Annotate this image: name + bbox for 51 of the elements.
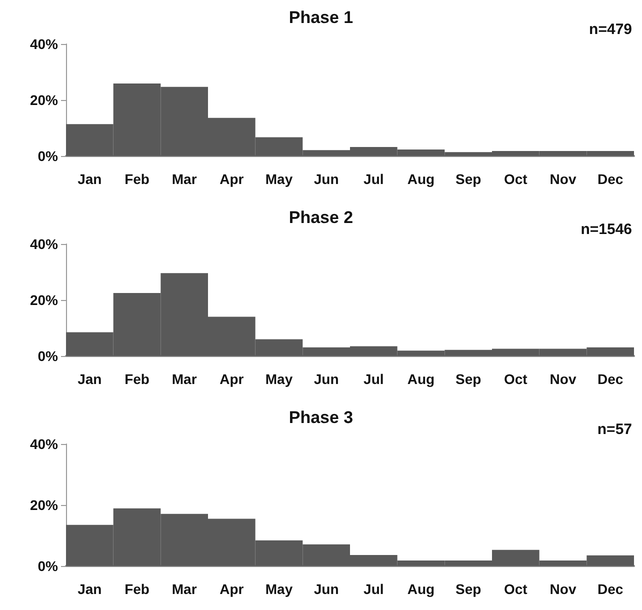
x-tick-label: Dec [597,171,624,187]
x-tick-label: Apr [220,171,244,187]
x-tick-label: Apr [220,371,244,387]
x-tick-label: May [265,371,293,387]
x-tick-label: Oct [504,371,528,387]
chart-title: Phase 2 [288,208,354,227]
x-tick-label: Aug [407,371,435,387]
y-tick-label: 0% [38,148,59,164]
chart-title: Phase 3 [288,408,354,427]
x-tick-label: Apr [220,581,244,597]
x-tick-label: Jun [314,581,339,597]
text: n=1546 [580,221,632,238]
y-tick-label: 0% [38,558,59,574]
text: n=57 [597,421,632,438]
x-tick-label: Aug [407,171,435,187]
x-tick-label: Dec [597,371,624,387]
x-tick-label: Sep [455,171,482,187]
x-tick-label: Feb [124,581,150,597]
text: n=479 [589,21,632,38]
x-tick-label: Jun [314,371,339,387]
x-tick-label: Jun [314,171,339,187]
x-tick-label: Nov [550,171,576,187]
x-tick-label: Feb [124,371,150,387]
x-tick-label: Aug [407,581,435,597]
x-tick-label: Sep [455,581,482,597]
x-tick-label: Jul [364,171,384,187]
y-tick-label: 20% [30,92,59,108]
x-tick-label: Mar [172,371,198,387]
y-tick-label: 40% [30,436,59,452]
chart-title: Phase 1 [288,8,354,27]
x-tick-label: Jul [364,371,384,387]
x-tick-label: Jul [364,581,384,597]
y-tick-label: 0% [38,348,59,364]
x-tick-label: May [265,171,293,187]
x-tick-label: Feb [124,171,150,187]
x-tick-label: Oct [504,171,528,187]
y-tick-label: 40% [30,236,59,252]
x-tick-label: Mar [172,171,198,187]
x-tick-label: May [265,581,293,597]
y-tick-label: 40% [30,36,59,52]
x-tick-label: Oct [504,581,528,597]
x-tick-label: Mar [172,581,198,597]
x-tick-label: Dec [597,581,624,597]
x-tick-label: Nov [550,581,576,597]
x-tick-label: Nov [550,371,576,387]
y-tick-label: 20% [30,497,59,513]
x-tick-label: Jan [78,581,102,597]
x-tick-label: Sep [455,371,482,387]
x-tick-label: Jan [78,371,102,387]
x-tick-label: Jan [78,171,102,187]
y-tick-label: 20% [30,292,59,308]
